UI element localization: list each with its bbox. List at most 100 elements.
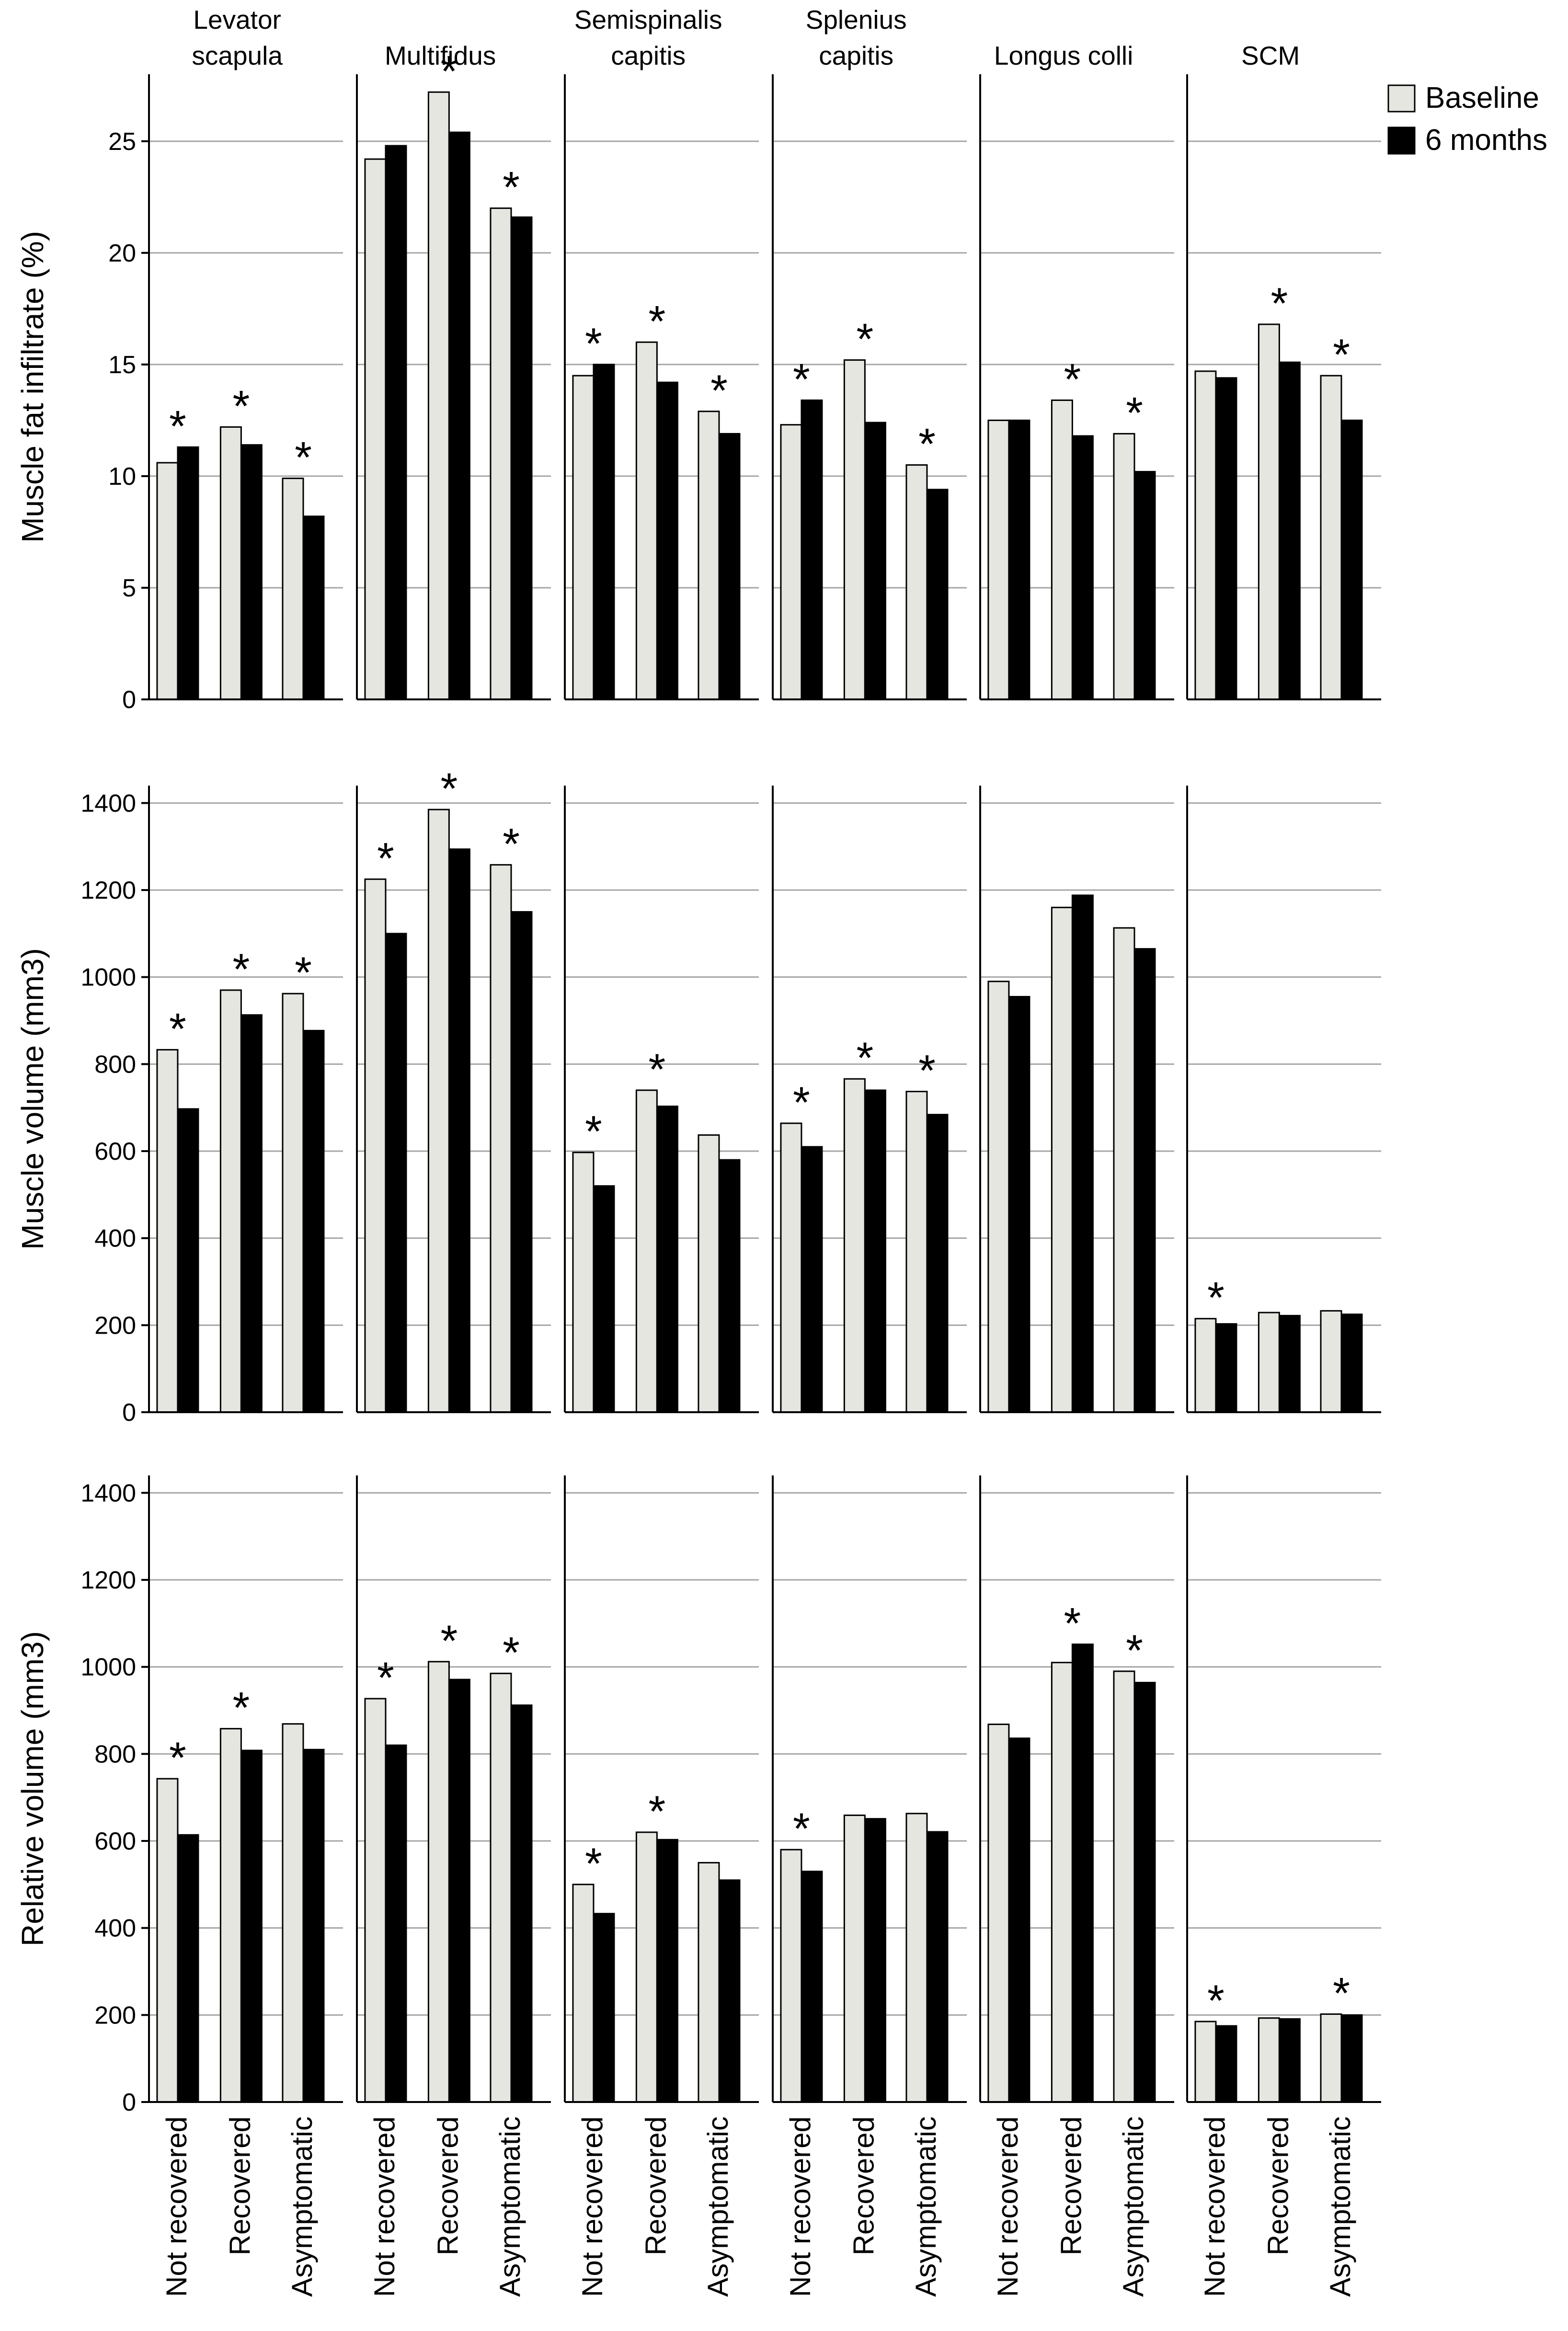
bar-baseline-splenius-capitis-not-recovered <box>780 1849 802 2103</box>
bar-6-months-longus-colli-not-recovered <box>1008 419 1030 700</box>
bar-baseline-multifidus-asymptomatic <box>490 1672 512 2103</box>
significance-marker: * <box>169 402 186 451</box>
significance-marker: * <box>169 1734 186 1783</box>
significance-marker: * <box>648 1787 665 1836</box>
bar-baseline-semispinalis-capitis-not-recovered <box>572 375 595 700</box>
y-tick-label: 1400 <box>80 789 136 817</box>
y-tick-label: 0 <box>122 686 136 714</box>
bar-baseline-multifidus-not-recovered <box>364 878 387 1413</box>
significance-marker: * <box>793 1078 810 1127</box>
panel-multifidus-row-1: ** <box>356 47 551 700</box>
panel-title-scm: SCM <box>1241 41 1300 70</box>
bar-baseline-longus-colli-not-recovered <box>987 1724 1010 2103</box>
bar-6-months-splenius-capitis-not-recovered <box>801 399 823 700</box>
bar-6-months-splenius-capitis-asymptomatic <box>926 1114 949 1413</box>
bar-baseline-levator-scapula-not-recovered <box>156 1778 179 2103</box>
bar-baseline-scm-asymptomatic <box>1320 2013 1342 2103</box>
panel-title-semispinalis-capitis-line-1: Semispinalis <box>574 5 722 34</box>
bar-baseline-semispinalis-capitis-not-recovered <box>572 1152 595 1413</box>
bar-6-months-levator-scapula-recovered <box>240 444 263 700</box>
bar-6-months-splenius-capitis-asymptomatic <box>926 489 949 700</box>
significance-marker: * <box>918 1047 936 1096</box>
bar-baseline-semispinalis-capitis-asymptomatic <box>698 1862 720 2103</box>
significance-marker: * <box>1064 355 1081 404</box>
panel-title-splenius-capitis-line-2: capitis <box>819 41 893 70</box>
bar-6-months-longus-colli-asymptomatic <box>1133 471 1156 700</box>
panel-splenius-capitis-row-1: * * * <box>772 74 967 700</box>
y-tick-label: 400 <box>94 1225 136 1253</box>
bar-6-months-multifidus-recovered <box>448 1679 470 2103</box>
panel-title-splenius-capitis-line-1: Splenius <box>806 5 907 34</box>
bar-baseline-longus-colli-not-recovered <box>987 981 1010 1413</box>
x-tick-label-recovered: Recovered <box>1262 2116 1294 2255</box>
bar-baseline-splenius-capitis-asymptomatic <box>905 1813 928 2103</box>
bar-baseline-multifidus-asymptomatic <box>490 864 512 1413</box>
panel-semispinalis-capitis-row-1: * * * <box>564 74 759 700</box>
bar-6-months-splenius-capitis-not-recovered <box>801 1146 823 1413</box>
bar-6-months-scm-not-recovered <box>1215 377 1237 700</box>
bar-baseline-levator-scapula-asymptomatic <box>282 1723 304 2103</box>
bar-baseline-semispinalis-capitis-asymptomatic <box>698 1134 720 1413</box>
y-tick-label: 200 <box>94 1312 136 1339</box>
legend-swatch-baseline <box>1387 84 1416 113</box>
bar-baseline-scm-asymptomatic <box>1320 375 1342 700</box>
y-tick-label: 1000 <box>80 1654 136 1681</box>
bar-6-months-levator-scapula-not-recovered <box>177 1108 199 1413</box>
bar-6-months-splenius-capitis-recovered <box>864 422 886 700</box>
panel-levator-scapula-row-2: * * * <box>141 786 343 1413</box>
bar-baseline-levator-scapula-recovered <box>219 1728 242 2103</box>
y-tick-label: 400 <box>94 1915 136 1942</box>
bar-baseline-longus-colli-asymptomatic <box>1113 433 1135 700</box>
bar-6-months-multifidus-asymptomatic <box>510 1704 533 2103</box>
x-tick-label-not-recovered: Not recovered <box>992 2116 1024 2297</box>
bar-6-months-longus-colli-recovered <box>1071 1643 1094 2103</box>
bar-baseline-splenius-capitis-recovered <box>843 1078 866 1413</box>
x-tick-label-not-recovered: Not recovered <box>576 2116 608 2297</box>
x-tick-label-asymptomatic: Asymptomatic <box>910 2116 942 2297</box>
panel-title-levator-scapula-line-2: scapula <box>192 41 283 70</box>
bar-baseline-semispinalis-capitis-asymptomatic <box>698 411 720 700</box>
bar-baseline-scm-recovered <box>1258 323 1280 700</box>
y-axis-label-muscle-fat-infiltrate: Muscle fat infiltrate (%) <box>15 231 50 543</box>
y-tick-label: 200 <box>94 2001 136 2029</box>
bar-6-months-longus-colli-recovered <box>1071 435 1094 700</box>
bar-baseline-levator-scapula-recovered <box>219 426 242 700</box>
x-tick-label-not-recovered: Not recovered <box>368 2116 401 2297</box>
panel-longus-colli-row-3: * * Not recovered Recovered Asymptomatic <box>979 1475 1174 2297</box>
bar-baseline-levator-scapula-recovered <box>219 989 242 1413</box>
y-tick-label: 0 <box>122 1399 136 1427</box>
significance-marker: * <box>1207 1274 1225 1323</box>
bar-6-months-scm-not-recovered <box>1215 1323 1237 1413</box>
bar-6-months-scm-asymptomatic <box>1340 2014 1363 2103</box>
panels-layer: Levator scapula Multifidus Semispinalis capi… <box>15 5 1381 2297</box>
x-tick-label-not-recovered: Not recovered <box>160 2116 193 2297</box>
significance-marker: * <box>503 1628 520 1677</box>
significance-marker: * <box>918 420 936 469</box>
bar-6-months-semispinalis-capitis-recovered <box>656 1105 678 1413</box>
bar-6-months-splenius-capitis-recovered <box>864 1089 886 1413</box>
bar-baseline-splenius-capitis-not-recovered <box>780 1122 802 1413</box>
x-tick-label-asymptomatic: Asymptomatic <box>1117 2116 1149 2297</box>
bar-baseline-splenius-capitis-asymptomatic <box>905 464 928 700</box>
significance-marker: * <box>1333 331 1350 379</box>
bar-6-months-multifidus-asymptomatic <box>510 216 533 700</box>
bar-6-months-levator-scapula-asymptomatic <box>302 1748 325 2103</box>
significance-marker: * <box>440 765 458 813</box>
bar-6-months-levator-scapula-asymptomatic <box>302 515 325 700</box>
significance-marker: * <box>585 1108 602 1156</box>
panel-semispinalis-capitis-row-2: ** <box>564 786 759 1413</box>
significance-marker: * <box>1126 1626 1143 1675</box>
bar-6-months-scm-recovered <box>1278 361 1301 700</box>
bar-6-months-multifidus-not-recovered <box>385 1744 407 2103</box>
bar-6-months-semispinalis-capitis-not-recovered <box>593 364 615 700</box>
significance-marker: * <box>648 1045 665 1094</box>
bar-baseline-scm-not-recovered <box>1194 370 1217 700</box>
bar-6-months-scm-recovered <box>1278 2018 1301 2103</box>
panel-longus-colli-row-1: ** <box>979 74 1174 700</box>
y-tick-label: 600 <box>94 1138 136 1166</box>
bar-6-months-semispinalis-capitis-asymptomatic <box>718 1879 741 2103</box>
bar-6-months-scm-not-recovered <box>1215 2025 1237 2103</box>
x-tick-label-asymptomatic: Asymptomatic <box>286 2116 318 2297</box>
panel-splenius-capitis-row-3: * Not recovered Recovered Asymptomatic <box>772 1475 967 2297</box>
